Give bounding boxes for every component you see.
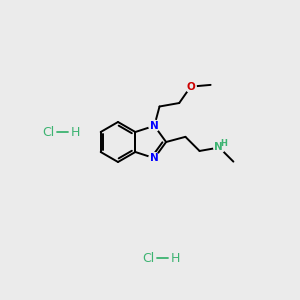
Text: N: N	[150, 153, 159, 163]
Text: H: H	[170, 251, 180, 265]
Circle shape	[214, 142, 225, 153]
Text: O: O	[186, 82, 195, 92]
Circle shape	[185, 81, 196, 92]
Text: H: H	[70, 125, 80, 139]
Text: Cl: Cl	[142, 251, 154, 265]
Text: Cl: Cl	[42, 125, 54, 139]
Text: N: N	[214, 142, 223, 152]
Circle shape	[149, 120, 160, 131]
Circle shape	[149, 153, 160, 164]
Text: H: H	[220, 139, 227, 148]
Text: N: N	[150, 121, 159, 131]
